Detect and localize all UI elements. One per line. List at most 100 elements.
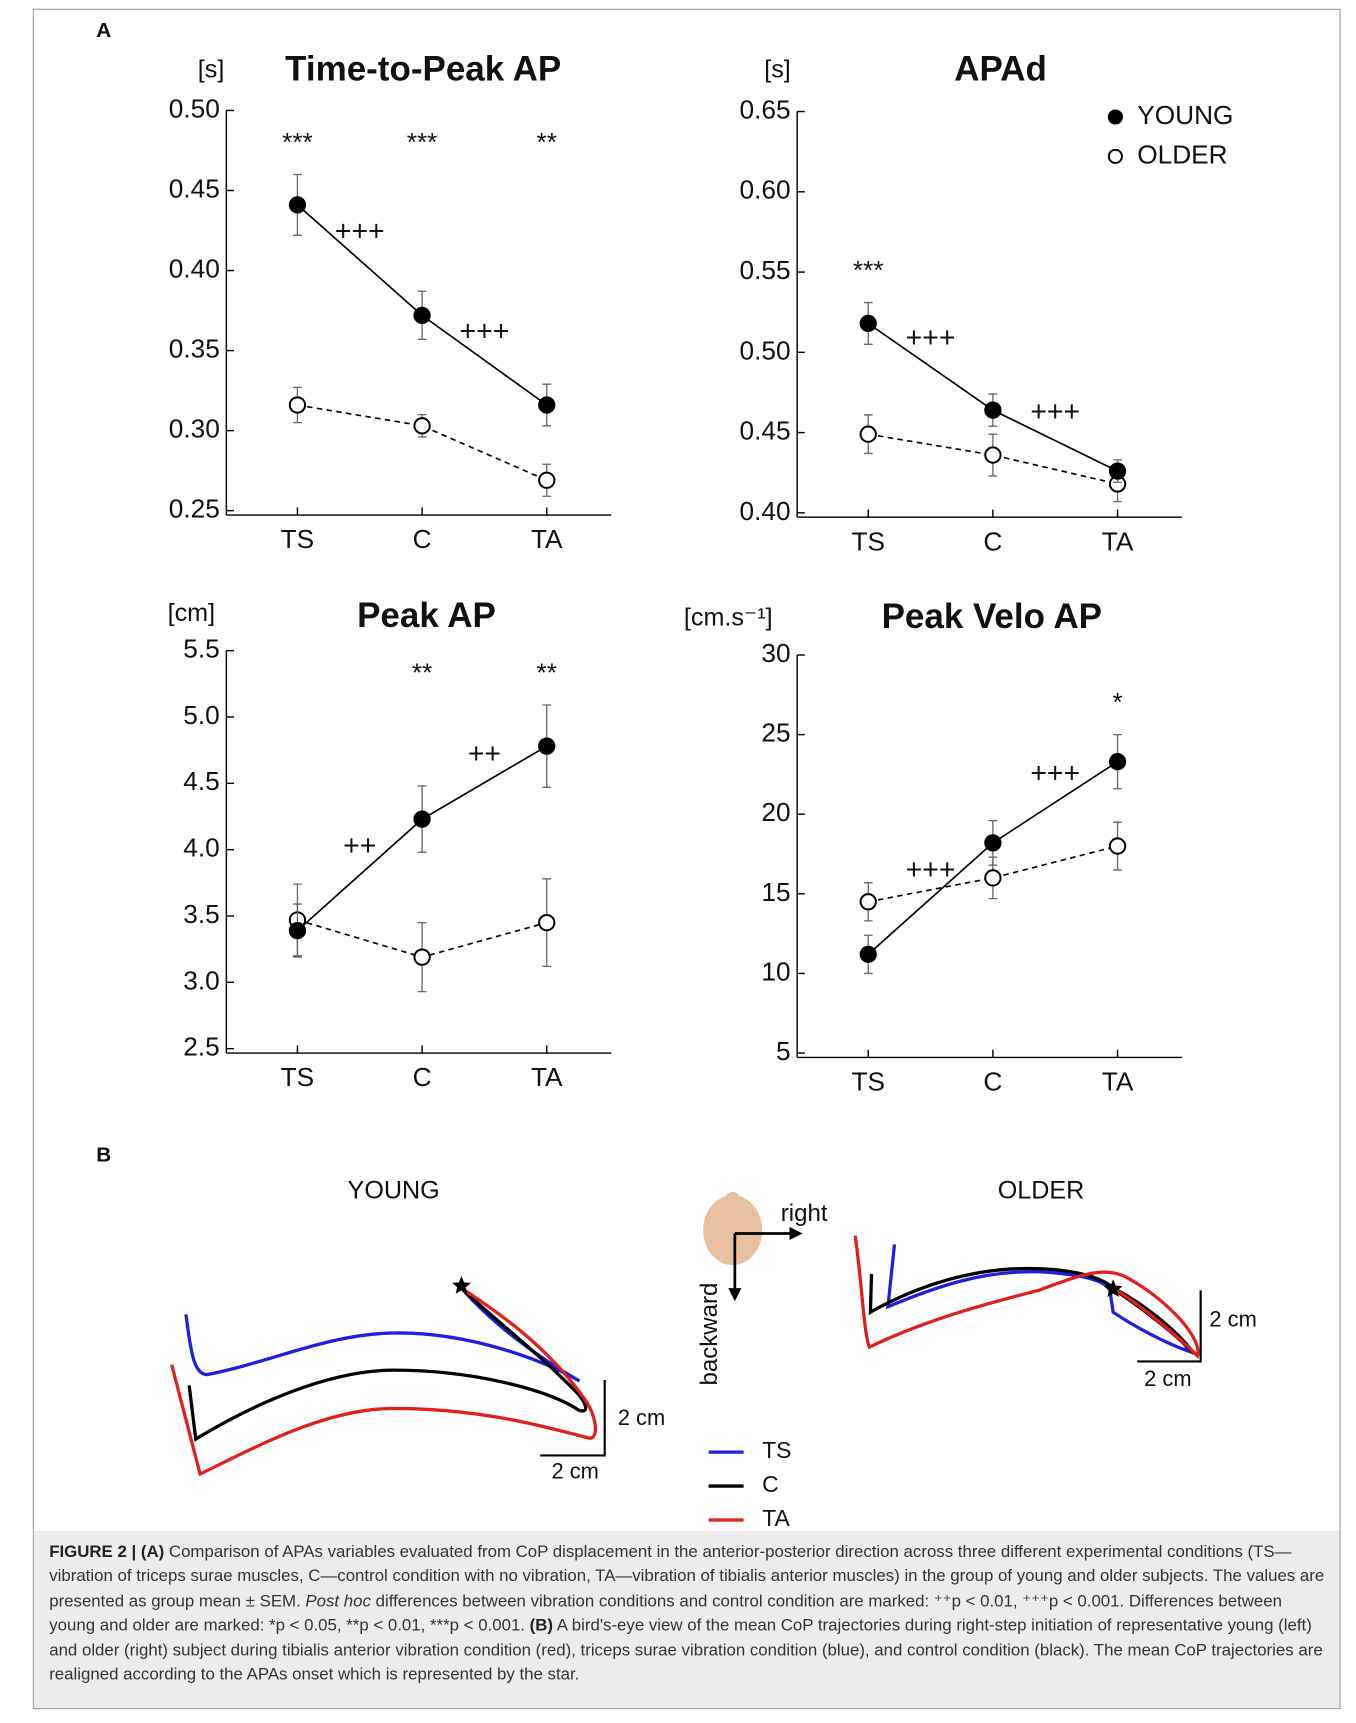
panel-label: B xyxy=(96,1143,111,1166)
caption-text: differences between vibration conditions… xyxy=(49,1591,1282,1636)
caption-text: FIGURE 2 | (A) xyxy=(49,1542,165,1562)
posthoc-label: ++ xyxy=(468,738,501,770)
marker xyxy=(538,396,556,414)
onset-star xyxy=(452,1276,471,1294)
marker xyxy=(984,869,1002,887)
caption: FIGURE 2 | (A) Comparison of APAs variab… xyxy=(33,1530,1340,1709)
legend-marker xyxy=(1107,109,1123,125)
scale-label: 2 cm xyxy=(1209,1307,1256,1332)
trajectory xyxy=(187,1286,588,1442)
marker xyxy=(859,945,877,963)
x-tick-label: TS xyxy=(851,1067,885,1097)
axis-unit: [s] xyxy=(198,56,225,84)
legend-label: C xyxy=(762,1471,779,1497)
y-tick-label: 0.50 xyxy=(169,93,220,123)
axis-unit: [s] xyxy=(764,56,791,84)
posthoc-label: ++ xyxy=(343,830,376,862)
panel-label: A xyxy=(96,19,111,42)
legend-label: YOUNG xyxy=(1137,100,1233,130)
scale-label: 2 cm xyxy=(618,1405,665,1430)
chart-title: Peak Velo AP xyxy=(882,597,1102,636)
x-tick-label: TA xyxy=(531,524,563,554)
x-tick-label: TA xyxy=(1102,526,1134,556)
marker xyxy=(288,921,307,940)
caption-text: A bird's-eye view of the mean CoP trajec… xyxy=(49,1616,1323,1685)
direction-label: backward xyxy=(696,1283,723,1386)
posthoc-label: +++ xyxy=(335,215,385,247)
significance-label: ** xyxy=(537,127,557,157)
marker xyxy=(1108,837,1127,855)
axis-unit: [cm.s⁻¹] xyxy=(684,604,773,632)
x-tick-label: TS xyxy=(281,1062,315,1092)
axis-unit: [cm] xyxy=(168,599,215,627)
y-tick-label: 0.65 xyxy=(740,94,791,124)
x-tick-label: TA xyxy=(531,1062,563,1092)
marker xyxy=(288,396,307,414)
y-tick-label: 15 xyxy=(761,877,790,907)
y-tick-label: 0.40 xyxy=(740,496,791,526)
series-line xyxy=(297,404,548,481)
panel-title: YOUNG xyxy=(348,1177,440,1205)
y-tick-label: 0.60 xyxy=(740,175,791,205)
marker xyxy=(538,913,556,932)
significance-label: *** xyxy=(282,127,313,157)
y-tick-label: 25 xyxy=(761,718,790,748)
y-tick-label: 0.30 xyxy=(169,414,220,444)
arrow-head xyxy=(728,1288,742,1302)
marker xyxy=(984,401,1002,419)
significance-label: *** xyxy=(853,255,884,285)
y-tick-label: 4.0 xyxy=(183,833,219,863)
significance-label: ** xyxy=(412,657,432,687)
y-tick-label: 0.45 xyxy=(740,416,791,446)
y-tick-label: 0.40 xyxy=(169,253,220,283)
posthoc-label: +++ xyxy=(906,322,956,354)
scale-bar xyxy=(1137,1290,1202,1363)
marker xyxy=(538,471,556,489)
y-tick-label: 3.0 xyxy=(183,965,219,995)
posthoc-label: +++ xyxy=(1030,396,1080,428)
marker xyxy=(413,810,431,828)
trajectory xyxy=(886,1244,1194,1355)
y-tick-label: 0.45 xyxy=(169,173,220,203)
legend-label: TA xyxy=(762,1505,790,1531)
x-tick-label: C xyxy=(983,1067,1002,1097)
marker xyxy=(413,306,431,324)
y-tick-label: 0.50 xyxy=(740,335,791,365)
marker xyxy=(538,737,556,755)
posthoc-label: +++ xyxy=(460,315,510,347)
y-tick-label: 5.0 xyxy=(183,700,219,730)
marker xyxy=(984,446,1002,464)
head-icon xyxy=(703,1195,763,1266)
y-tick-label: 5 xyxy=(776,1036,791,1066)
x-tick-label: TS xyxy=(851,526,885,556)
marker xyxy=(413,417,431,435)
marker xyxy=(1108,462,1127,480)
series-line xyxy=(868,845,1118,903)
y-tick-label: 0.55 xyxy=(740,255,791,285)
chart-title: Time-to-Peak AP xyxy=(285,49,561,88)
x-tick-label: TA xyxy=(1102,1067,1134,1097)
onset-star xyxy=(1103,1279,1123,1298)
figure-graphics: A B YOUNG OLDER right backward 2 cm 2 cm… xyxy=(96,19,1257,1531)
posthoc-label: +++ xyxy=(1030,757,1080,789)
marker xyxy=(288,196,307,214)
series-line xyxy=(868,433,1118,485)
x-tick-label: C xyxy=(413,1062,432,1092)
scale-label: 2 cm xyxy=(551,1459,598,1484)
chart-title: Peak AP xyxy=(357,596,496,635)
trajectory xyxy=(184,1287,581,1383)
chart-title: APAd xyxy=(954,49,1047,88)
y-tick-label: 30 xyxy=(761,638,790,668)
figure-frame xyxy=(32,8,1341,1710)
marker xyxy=(859,425,877,443)
y-tick-label: 3.5 xyxy=(183,899,219,929)
legend-label: TS xyxy=(762,1437,791,1463)
scale-label: 2 cm xyxy=(1144,1366,1191,1391)
caption-text: Comparison of APAs variables evaluated f… xyxy=(49,1542,1325,1611)
significance-label: * xyxy=(1112,687,1122,717)
direction-label: right xyxy=(781,1200,828,1227)
significance-label: ** xyxy=(537,657,557,687)
y-tick-label: 0.25 xyxy=(169,494,220,524)
significance-label: *** xyxy=(407,127,438,157)
